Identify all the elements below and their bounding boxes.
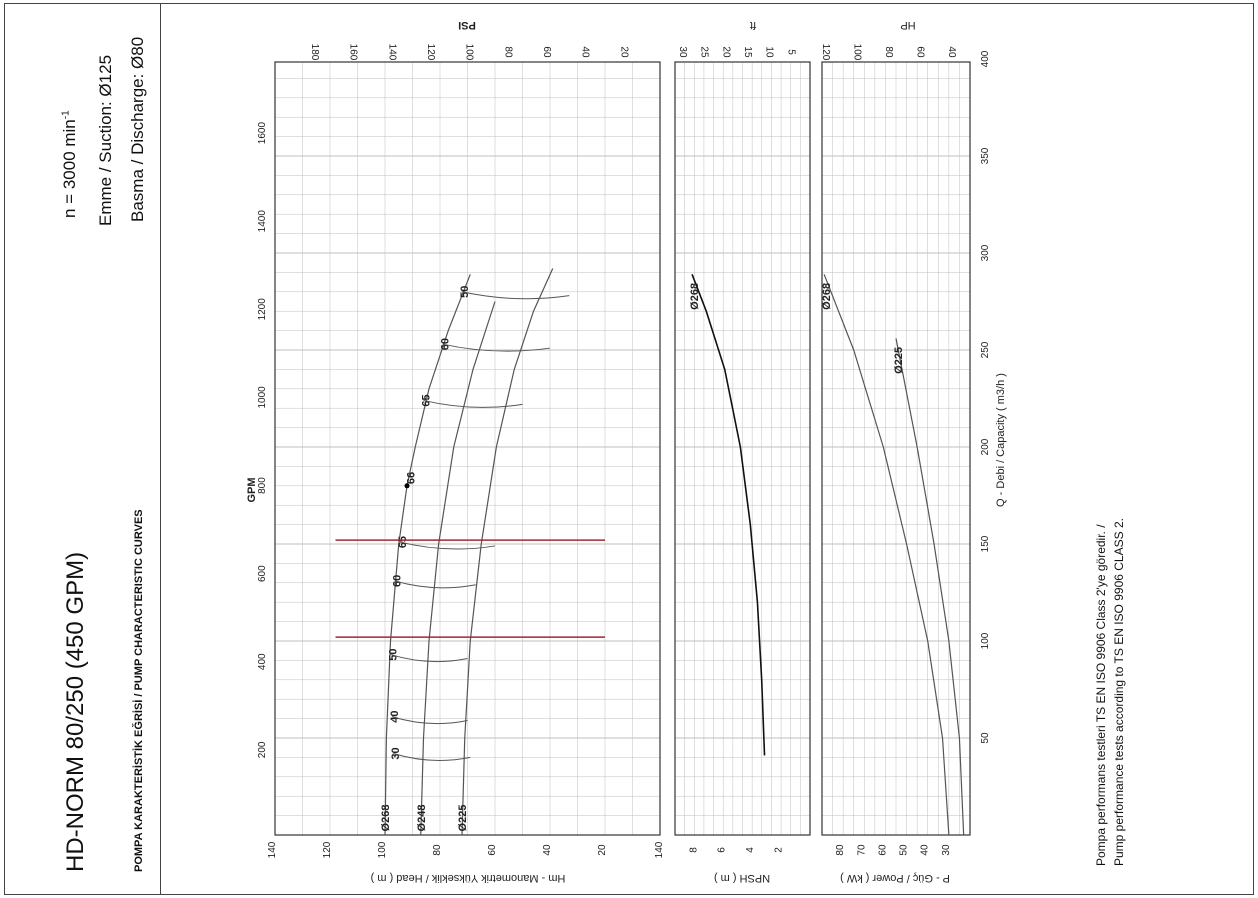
- efficiency-label-7: 60: [440, 338, 452, 350]
- power-tick-label: 50: [899, 844, 910, 856]
- capacity-tick-label: 50: [980, 732, 991, 744]
- capacity-tick-label: 350: [980, 147, 991, 164]
- iso-efficiency-1: [391, 716, 468, 725]
- gpm-tick-label: 1000: [257, 386, 268, 409]
- efficiency-label-5: 66: [405, 472, 417, 484]
- capacity-tick-label: 250: [980, 341, 991, 358]
- capacity-tick-label: 400: [980, 50, 991, 67]
- gpm-tick-label: 400: [257, 653, 268, 670]
- psi-tick-label: 180: [309, 44, 320, 61]
- hp-tick-label: 60: [915, 46, 926, 58]
- gpm-axis-label: GPM: [246, 477, 258, 502]
- head-axis-label: Hm - Manometrik Yükseklik / Head ( m ): [371, 872, 566, 884]
- iso-efficiency-5: [423, 399, 523, 408]
- psi-tick-label: 100: [464, 44, 475, 61]
- hp-axis-label: HP: [900, 19, 915, 31]
- head-curve-label-0: Ø268: [380, 805, 392, 832]
- head-tick-label: 20: [597, 844, 608, 856]
- best-efficiency-point: [404, 483, 410, 489]
- gpm-tick-label: 200: [257, 741, 268, 758]
- efficiency-label-4: 65: [397, 536, 409, 548]
- psi-tick-label: 120: [425, 44, 436, 61]
- power-tick-label: 60: [877, 844, 888, 856]
- gpm-tick-label: 1600: [257, 122, 268, 145]
- head-curve-2: [461, 268, 554, 836]
- efficiency-label-3: 60: [392, 575, 404, 587]
- npsh-ft-tick-label: 25: [699, 46, 710, 58]
- iso-efficiency-4: [400, 541, 496, 550]
- gpm-tick-label: 600: [257, 565, 268, 582]
- power-axis-label: P - Güç / Power ( kW ): [840, 872, 950, 884]
- capacity-tick-label: 100: [980, 632, 991, 649]
- psi-tick-label: 80: [502, 46, 513, 58]
- npsh-ft-label: ft: [750, 19, 756, 31]
- power-tick-label: 80: [835, 844, 846, 856]
- psi-tick-label: 60: [541, 46, 552, 58]
- npsh-ft-tick-label: 15: [742, 46, 753, 58]
- npsh-ft-tick-label: 20: [720, 46, 731, 58]
- npsh-ft-tick-label: 10: [764, 46, 775, 58]
- head-tick-label: 100: [377, 841, 388, 858]
- capacity-axis-label: Q - Debi / Capacity ( m3/h ): [995, 373, 1007, 507]
- head-tick-label: 120: [322, 841, 333, 858]
- power-tick-label: 70: [856, 844, 867, 856]
- hp-tick-label: 120: [820, 44, 831, 61]
- npsh-ft-tick-label: 5: [785, 49, 796, 55]
- psi-tick-label: 40: [580, 46, 591, 58]
- psi-tick-label: 20: [618, 46, 629, 58]
- iso-efficiency-3: [394, 580, 476, 589]
- capacity-tick-label: 150: [980, 535, 991, 552]
- efficiency-label-2: 50: [388, 648, 400, 660]
- npsh-tick-label: 8: [688, 847, 699, 853]
- page-frame: [4, 3, 1254, 895]
- npsh-axis-label: NPSH ( m ): [714, 872, 770, 884]
- head-tick-label-max: 140: [654, 841, 665, 858]
- npsh-curve-label-0: Ø268: [689, 283, 701, 310]
- gpm-tick-label: 800: [257, 477, 268, 494]
- hp-tick-label: 40: [946, 46, 957, 58]
- efficiency-label-8: 50: [459, 286, 471, 298]
- head-curve-label-1: Ø248: [416, 805, 428, 832]
- npsh-curve-0: [691, 274, 766, 756]
- hp-tick-label: 80: [883, 46, 894, 58]
- head-curve-label-2: Ø225: [457, 805, 469, 832]
- power-curve-label-0: Ø268: [821, 283, 833, 310]
- hp-tick-label: 100: [852, 44, 863, 61]
- power-tick-label: 30: [941, 844, 952, 856]
- head-tick-label: 40: [542, 844, 553, 856]
- head-tick-label: 80: [432, 844, 443, 856]
- efficiency-label-0: 30: [390, 747, 402, 759]
- npsh-tick-label: 4: [745, 847, 756, 853]
- npsh-tick-label: 6: [717, 847, 728, 853]
- npsh-ft-tick-label: 30: [677, 46, 688, 58]
- psi-axis-label: PSI: [458, 19, 476, 31]
- efficiency-label-1: 40: [389, 711, 401, 723]
- npsh-panel-border: [674, 61, 811, 836]
- npsh-tick-label: 2: [774, 847, 785, 853]
- iso-efficiency-2: [390, 654, 468, 663]
- head-panel-border: [274, 61, 661, 836]
- gpm-tick-label: 1200: [257, 298, 268, 321]
- power-curve-label-1: Ø225: [893, 347, 905, 374]
- gpm-tick-label: 1400: [257, 210, 268, 233]
- head-curve-1: [420, 301, 496, 836]
- power-curve-0: [823, 274, 950, 836]
- capacity-tick-label: 200: [980, 438, 991, 455]
- power-tick-label: 40: [920, 844, 931, 856]
- power-panel-border: [821, 61, 971, 836]
- psi-tick-label: 160: [348, 44, 359, 61]
- psi-tick-label: 140: [386, 44, 397, 61]
- efficiency-label-6: 65: [421, 394, 433, 406]
- iso-efficiency-7: [461, 291, 570, 300]
- capacity-tick-label: 300: [980, 244, 991, 261]
- head-tick-label: 60: [487, 844, 498, 856]
- head-tick-label: 140: [267, 841, 278, 858]
- header-divider: [160, 3, 161, 895]
- power-curve-1: [895, 338, 965, 836]
- iso-efficiency-0: [393, 753, 471, 761]
- iso-efficiency-6: [442, 343, 551, 352]
